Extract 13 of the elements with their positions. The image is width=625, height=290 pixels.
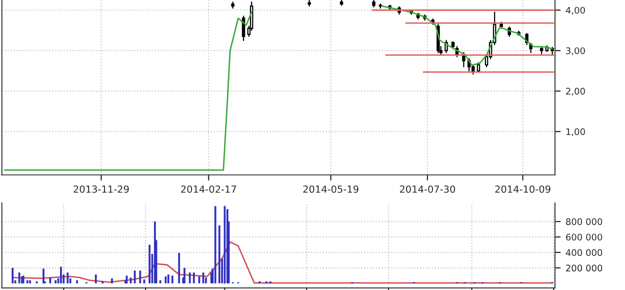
x-tick-label: 2014-05-19 [303, 185, 358, 193]
y-tick-label: 600 000 [566, 234, 602, 241]
x-tick-label: 2013-11-29 [74, 185, 129, 193]
x-tick-label: 2014-02-17 [181, 185, 236, 193]
x-tick-label: 2014-10-09 [495, 185, 550, 193]
y-tick-label: 400 000 [566, 249, 602, 256]
y-tick-label: 200 000 [566, 264, 602, 272]
y-tick-label: 3,00 [566, 47, 585, 56]
y-tick-label: 800 000 [566, 218, 602, 226]
x-tick-label: 2014-07-30 [400, 185, 456, 193]
y-tick-label: 1,00 [566, 128, 585, 136]
y-tick-label: 2,00 [566, 88, 585, 96]
y-tick-label: 4,00 [566, 6, 585, 15]
